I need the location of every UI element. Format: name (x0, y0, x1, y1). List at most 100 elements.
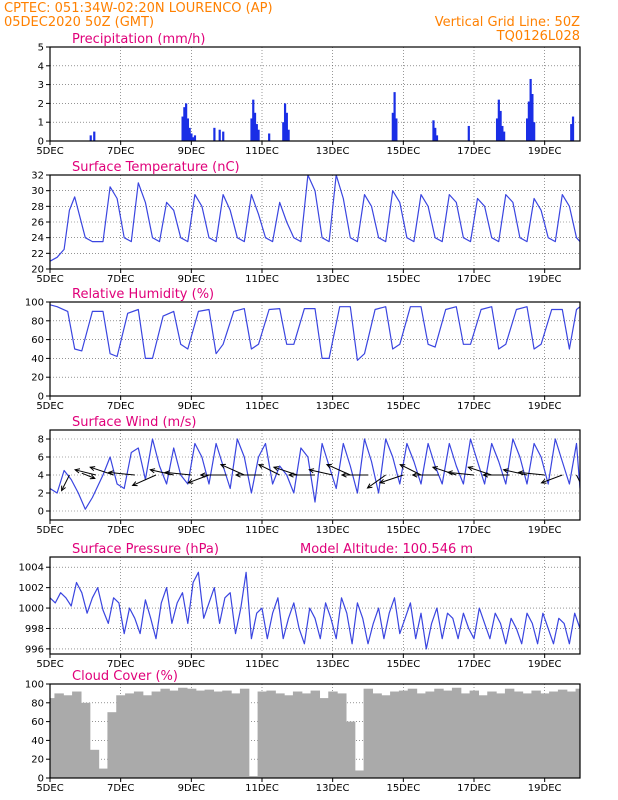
temp-line (50, 175, 580, 262)
wind-arrow (503, 469, 528, 476)
wind-arrow (81, 472, 95, 479)
wind-arrow (399, 464, 422, 476)
wind-arrow (132, 474, 157, 486)
cloud-bar (487, 691, 497, 778)
cloud-bar (275, 693, 285, 778)
y-tick-label: 0 (38, 137, 44, 148)
x-tick-label: 19DEC (528, 401, 562, 412)
precip-bar (188, 127, 191, 141)
wind-arrow (541, 474, 563, 484)
panel-title: Cloud Cover (%) (72, 669, 178, 684)
x-tick-label: 7DEC (107, 525, 134, 536)
precip-bar (571, 116, 575, 141)
y-tick-label: 1000 (19, 604, 44, 615)
precip-bar (185, 103, 188, 141)
cloud-bar (363, 688, 374, 778)
wind-arrow (468, 466, 492, 476)
y-tick-label: 60 (31, 335, 44, 346)
cloud-bar (222, 690, 232, 778)
x-tick-label: 17DEC (457, 401, 491, 412)
cloud-bar (407, 688, 418, 778)
panel-annotation: Model Altitude: 100.546 m (300, 542, 473, 557)
y-tick-label: 0 (38, 392, 44, 403)
cloud-bar (63, 695, 73, 778)
precip-bar (432, 120, 435, 141)
x-tick-label: 9DEC (178, 146, 205, 157)
precip-bar (253, 112, 257, 141)
y-tick-label: 6 (38, 453, 44, 464)
cloud-bar (434, 688, 444, 778)
wind-line (50, 438, 580, 510)
precip-bar (190, 133, 193, 141)
x-tick-label: 5DEC (36, 783, 63, 794)
x-tick-label: 5DEC (36, 146, 63, 157)
precip-bar (435, 135, 439, 141)
y-tick-label: 4 (38, 471, 44, 482)
wind-arrow-head (272, 466, 279, 472)
header-grid-line: Vertical Grid Line: 50Z (435, 15, 580, 30)
panels: 0 1 2 3 4 5 Precipitation (mm/h) 5DEC 7DEC 9DEC 11… (19, 32, 581, 794)
panel-title: Surface Temperature (nC) (72, 160, 240, 175)
wind-arrow (367, 474, 386, 489)
cloud-bar (443, 690, 453, 778)
cloud-bar (284, 695, 294, 778)
cloud-bar (50, 698, 56, 778)
y-tick-label: 40 (31, 736, 44, 747)
header-code: TQ0126L028 (496, 29, 580, 44)
precip-bar (395, 118, 398, 141)
precip-bar (192, 137, 195, 141)
wind-arrow-head (199, 472, 206, 478)
y-tick-label: 4 (38, 61, 44, 72)
wind-arrow (273, 466, 298, 476)
precip-bar (183, 107, 186, 141)
panel-precip: 0 1 2 3 4 5 Precipitation (mm/h) 5DEC 7DEC 9DEC 11… (36, 32, 581, 157)
wind-arrow-head (482, 472, 489, 478)
precip-bar (283, 103, 287, 141)
y-tick-label: 32 (31, 171, 44, 182)
cloud-bar (54, 693, 64, 778)
wind-arrow-head (378, 478, 385, 484)
wind-arrow (61, 474, 70, 491)
x-tick-label: 11DEC (245, 525, 279, 536)
cloud-bar (239, 688, 250, 778)
x-tick-label: 19DEC (528, 659, 562, 670)
cloud-bar (151, 691, 162, 778)
cloud-bar (186, 688, 197, 778)
panel-pres: 996 998 1000 1002 1004 Surface Pressure (hPa)… (19, 542, 581, 670)
precip-bar (181, 116, 184, 141)
cloud-bar (496, 693, 506, 778)
precip-bar (213, 127, 216, 141)
wind-arrow (108, 471, 135, 476)
cloud-bar (513, 691, 524, 778)
x-tick-label: 7DEC (107, 783, 134, 794)
x-tick-label: 17DEC (457, 274, 491, 285)
cloud-bar (416, 693, 427, 778)
x-tick-label: 13DEC (316, 146, 350, 157)
x-tick-label: 15DEC (386, 401, 420, 412)
cloud-bar (98, 768, 109, 778)
precip-bar (252, 99, 255, 141)
cloud-bar (398, 690, 409, 778)
x-tick-label: 19DEC (528, 525, 562, 536)
y-tick-label: 20 (31, 755, 44, 766)
wind-arrow-head (164, 470, 171, 476)
y-tick-label: 24 (31, 233, 44, 244)
cloud-bar (575, 688, 580, 778)
cloud-bar (125, 693, 135, 778)
x-tick-label: 9DEC (178, 525, 205, 536)
x-tick-label: 7DEC (107, 274, 134, 285)
x-tick-label: 15DEC (386, 146, 420, 157)
precip-bar (282, 122, 285, 141)
cloud-bar (381, 695, 391, 778)
x-tick-label: 13DEC (316, 659, 350, 670)
x-tick-label: 11DEC (245, 146, 279, 157)
cloud-bar (248, 776, 259, 778)
cloud-bar (522, 693, 533, 778)
y-tick-label: 1002 (19, 583, 44, 594)
wind-arrow-head (257, 464, 264, 469)
panel-title: Relative Humidity (%) (72, 287, 214, 302)
cloud-bar (540, 693, 550, 778)
x-tick-label: 5DEC (36, 659, 63, 670)
precip-bar (255, 124, 258, 141)
